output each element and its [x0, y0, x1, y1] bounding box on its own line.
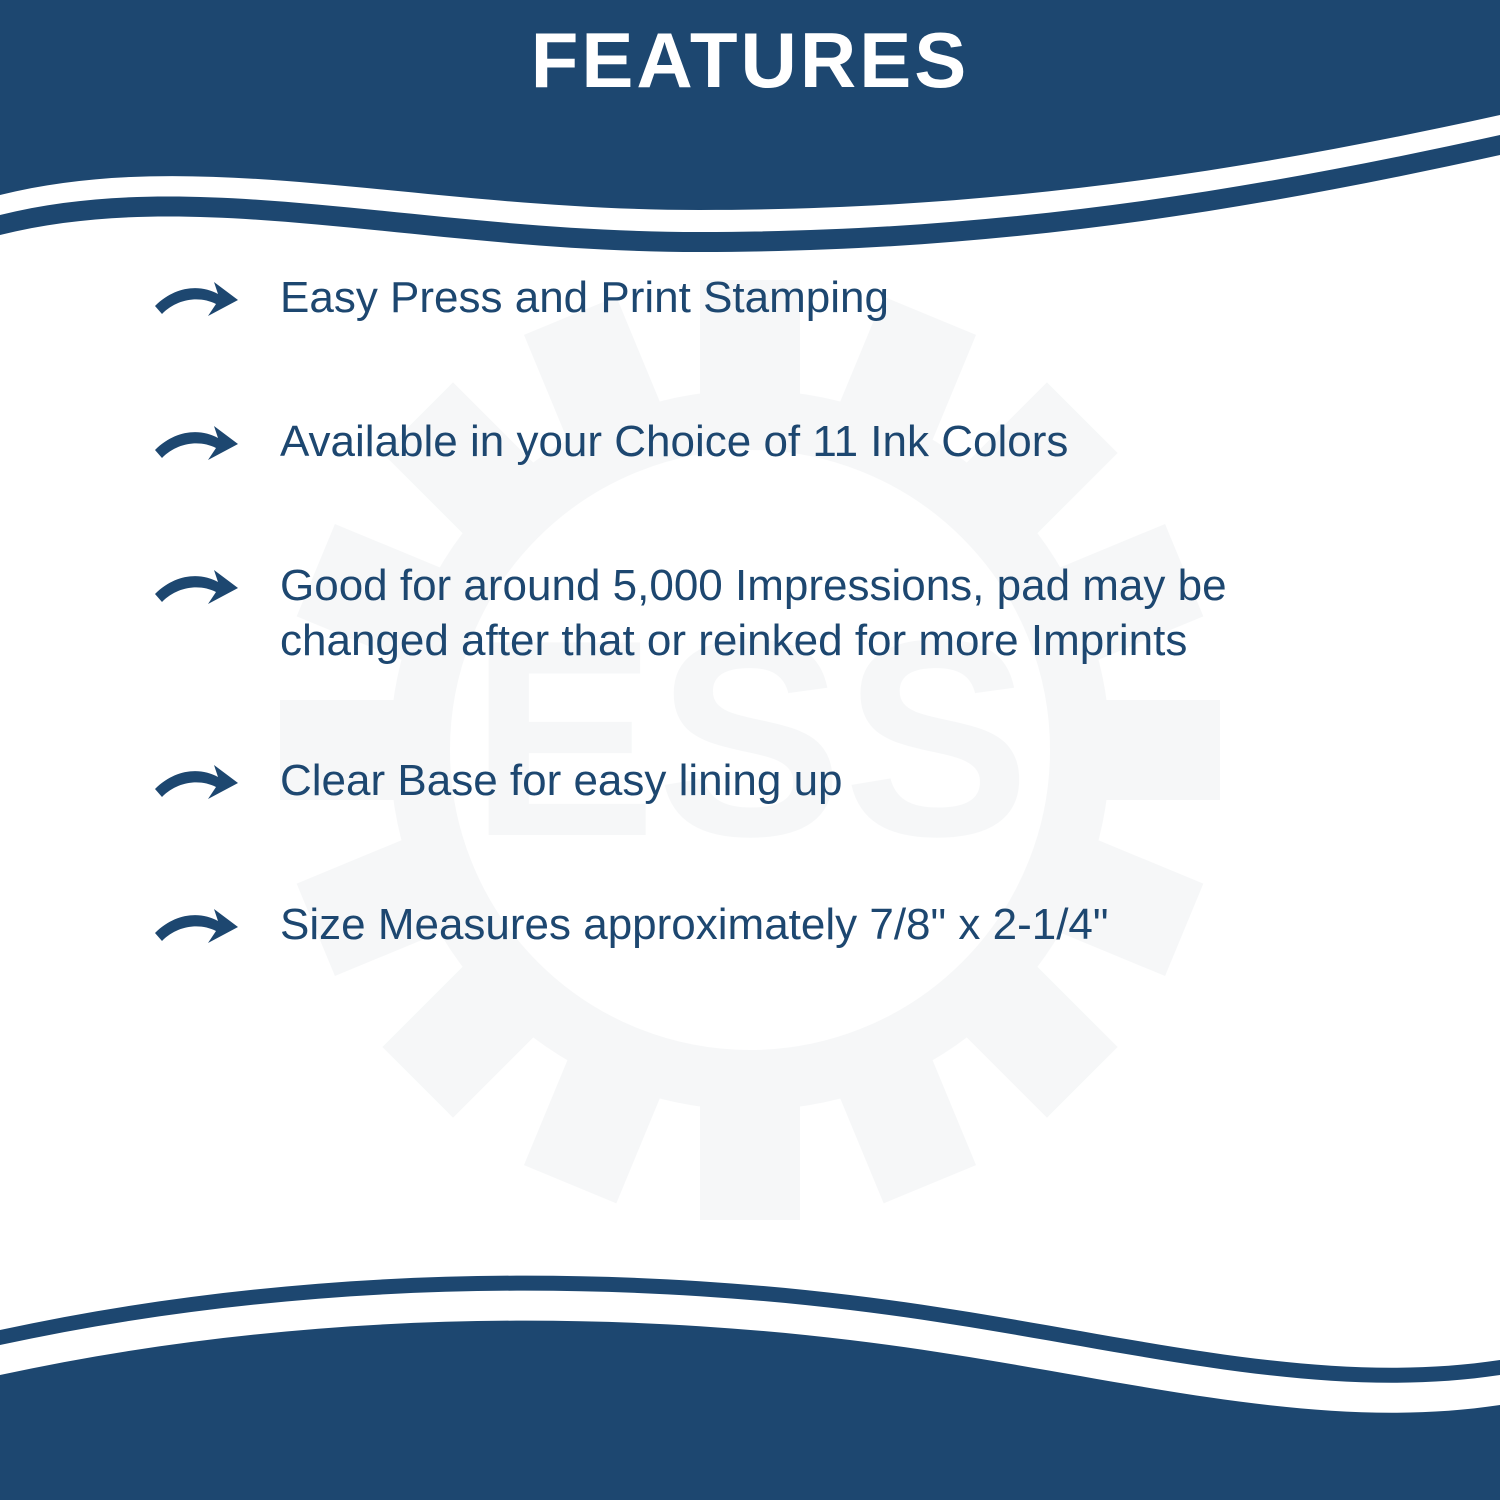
arrow-icon	[150, 759, 240, 812]
feature-item: Clear Base for easy lining up	[150, 753, 1400, 812]
arrow-icon	[150, 276, 240, 329]
feature-text: Clear Base for easy lining up	[280, 753, 843, 808]
feature-text: Available in your Choice of 11 Ink Color…	[280, 414, 1068, 469]
feature-item: Available in your Choice of 11 Ink Color…	[150, 414, 1400, 473]
arrow-icon	[150, 420, 240, 473]
feature-text: Good for around 5,000 Impressions, pad m…	[280, 558, 1400, 668]
footer-band	[0, 1240, 1500, 1500]
features-list: Easy Press and Print Stamping Available …	[150, 270, 1400, 956]
feature-item: Size Measures approximately 7/8" x 2-1/4…	[150, 897, 1400, 956]
feature-text: Size Measures approximately 7/8" x 2-1/4…	[280, 897, 1109, 952]
arrow-icon	[150, 564, 240, 617]
page-title: FEATURES	[0, 15, 1500, 106]
feature-item: Good for around 5,000 Impressions, pad m…	[150, 558, 1400, 668]
arrow-icon	[150, 903, 240, 956]
